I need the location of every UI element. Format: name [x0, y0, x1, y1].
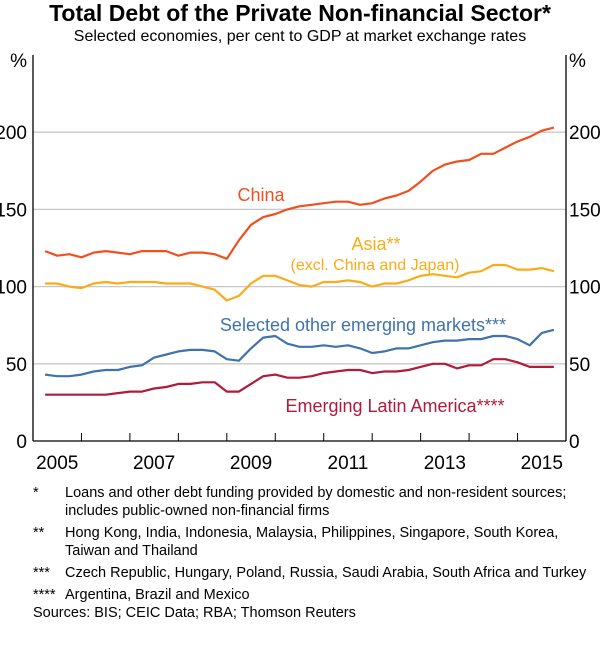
footnote-mark: * [33, 485, 39, 501]
series-line-0 [44, 126, 555, 260]
footnote-text: Hong Kong, India, Indonesia, Malaysia, P… [65, 525, 559, 559]
footnote-text: Argentina, Brazil and Mexico [65, 587, 250, 603]
y-tick-label-right: 100 [569, 278, 600, 299]
footnote-text: Loans and other debt funding provided by… [65, 485, 567, 519]
series-label: (excl. China and Japan) [291, 257, 460, 274]
footnote: ** Hong Kong, India, Indonesia, Malaysia,… [33, 524, 593, 560]
footnote-mark: **** [33, 587, 56, 603]
footnote-text: Czech Republic, Hungary, Poland, Russia,… [65, 565, 587, 581]
y-unit-left: % [10, 51, 27, 72]
y-tick-label-left: 200 [0, 123, 27, 144]
footnote: **** Argentina, Brazil and Mexico [33, 586, 593, 604]
y-unit-right: % [569, 51, 586, 72]
footnote-mark: *** [33, 565, 50, 581]
y-tick-label-left: 100 [0, 278, 27, 299]
y-tick-label-right: 150 [569, 200, 600, 221]
x-tick-label: 2009 [230, 453, 272, 474]
series-label: China [237, 185, 285, 205]
sources: Sources: BIS; CEIC Data; RBA; Thomson Re… [33, 605, 356, 621]
series-label: Emerging Latin America**** [285, 396, 504, 416]
footnotes: * Loans and other debt funding provided b… [33, 484, 593, 622]
line-chart: 0 0 50 50 100 100 150 150 200 200% % 2005 2007 2009 20… [0, 51, 600, 474]
y-tick-label-right: 50 [569, 355, 590, 376]
x-tick-label: 2005 [36, 453, 78, 474]
footnote-mark: ** [33, 525, 45, 541]
footnote: * Loans and other debt funding provided b… [33, 484, 593, 520]
x-tick-label: 2011 [328, 453, 369, 474]
y-tick-label-left: 150 [0, 200, 27, 221]
series-label: Asia** [351, 234, 400, 254]
footnote: *** Czech Republic, Hungary, Poland, Russ… [33, 564, 593, 582]
y-tick-label-right: 0 [569, 432, 580, 453]
series-line-3 [45, 358, 554, 396]
x-tick-label: 2013 [424, 453, 466, 474]
x-tick-label: 2007 [133, 453, 175, 474]
x-tick-label: 2015 [521, 453, 563, 474]
y-tick-label-right: 200 [569, 123, 600, 144]
chart-title: Total Debt of the Private Non-financial … [49, 0, 551, 26]
y-tick-label-left: 0 [16, 432, 27, 453]
chart-subtitle: Selected economies, per cent to GDP at m… [73, 28, 527, 45]
series-label: Selected other emerging markets*** [220, 315, 506, 335]
series-line-2 [44, 328, 555, 378]
y-tick-label-left: 50 [6, 355, 27, 376]
